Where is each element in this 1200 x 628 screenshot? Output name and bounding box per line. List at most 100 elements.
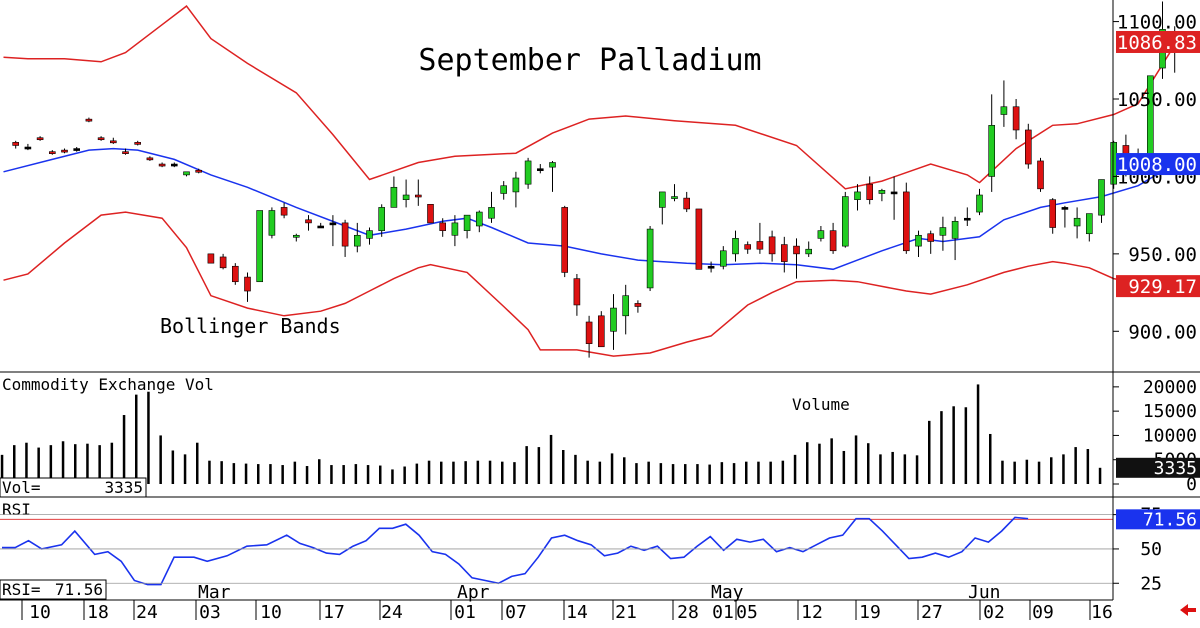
- volume-bar: [135, 395, 138, 484]
- candle-body: [342, 223, 348, 246]
- scroll-left-arrow-icon[interactable]: [1178, 600, 1198, 620]
- volume-bar: [782, 461, 785, 484]
- candle-body: [733, 238, 739, 253]
- candle-body: [306, 220, 312, 223]
- candle: [672, 184, 678, 201]
- date-tick-label: 12: [801, 602, 823, 623]
- volume-bar: [586, 461, 589, 484]
- candle-body: [586, 322, 592, 344]
- rsi-tick-label: 50: [1140, 539, 1162, 560]
- candle-body: [476, 212, 482, 226]
- volume-bar: [245, 464, 248, 484]
- date-tick-label: 10: [260, 602, 282, 623]
- candle: [13, 141, 19, 149]
- date-tick-label: 27: [921, 602, 943, 623]
- candle: [855, 184, 861, 210]
- candle: [245, 272, 251, 301]
- panel-frame: [0, 0, 1200, 600]
- volume-bar: [745, 462, 748, 484]
- candle: [769, 231, 775, 262]
- candle: [171, 162, 177, 167]
- volume-bar: [172, 450, 175, 484]
- volume-bar: [684, 464, 687, 484]
- candle-body: [110, 141, 116, 143]
- rsi-readout-label: RSI=: [2, 580, 41, 599]
- rsi-tick-label: 25: [1140, 573, 1162, 594]
- candle-body: [489, 207, 495, 218]
- candle: [647, 226, 653, 291]
- candle-body: [867, 184, 873, 199]
- candle: [37, 136, 43, 141]
- candle: [1111, 141, 1117, 189]
- candle: [550, 161, 556, 192]
- candle-body: [598, 316, 604, 347]
- candle: [281, 203, 287, 218]
- candle: [513, 172, 519, 208]
- candle-body: [464, 215, 470, 230]
- candle-body: [830, 231, 836, 251]
- candle: [684, 192, 690, 212]
- candle: [867, 176, 873, 204]
- date-tick-label: 24: [381, 602, 403, 623]
- price-badge: 1008.00: [1116, 153, 1200, 176]
- candle: [611, 294, 617, 350]
- candle-body: [659, 192, 665, 207]
- price-badge: 929.17: [1116, 275, 1200, 298]
- volume-bar: [550, 435, 553, 484]
- volume-bar: [794, 455, 797, 484]
- volume-bar: [538, 447, 541, 484]
- candle: [220, 254, 226, 269]
- candle: [232, 263, 238, 285]
- candle-body: [562, 207, 568, 272]
- candle-body: [245, 277, 251, 291]
- candle: [208, 254, 214, 263]
- candle-body: [367, 231, 373, 239]
- candle-body: [452, 223, 458, 235]
- candle: [342, 220, 348, 257]
- volume-bar: [599, 462, 602, 484]
- volume-bar: [452, 462, 455, 484]
- candle-body: [1025, 130, 1031, 164]
- volume-bar: [257, 464, 260, 484]
- candle: [415, 180, 421, 206]
- candle-body: [1111, 142, 1117, 184]
- volume-bar: [281, 465, 284, 484]
- candle-body: [891, 192, 897, 194]
- band-middle-line: [4, 149, 1175, 270]
- volume-bar: [1038, 462, 1041, 484]
- volume-bar: [306, 466, 309, 484]
- volume-label: Volume: [792, 395, 850, 414]
- volume-bar: [269, 464, 272, 484]
- volume-bar: [891, 452, 894, 484]
- candle-body: [354, 235, 360, 246]
- candle-body: [232, 266, 238, 281]
- date-tick-label: 10: [29, 602, 51, 623]
- candle-body: [684, 198, 690, 209]
- candle: [1086, 214, 1092, 242]
- volume-bar: [818, 444, 821, 484]
- price-panel: September Palladium Bollinger Bands 900.…: [4, 1, 1200, 357]
- candle: [74, 147, 80, 152]
- volume-bar: [1074, 447, 1077, 484]
- candle-body: [1099, 180, 1105, 216]
- candle: [574, 274, 580, 316]
- rsi-readout: RSI= 71.56: [0, 580, 106, 599]
- candle-body: [611, 308, 617, 331]
- volume-bar: [1099, 468, 1102, 484]
- volume-bar: [428, 461, 431, 484]
- candle-body: [818, 231, 824, 239]
- volume-bar: [952, 406, 955, 484]
- candle-body: [513, 178, 519, 192]
- candle-body: [415, 195, 421, 197]
- volume-panel: Commodity Exchange Vol Volume 0500010000…: [0, 375, 1200, 497]
- candle: [952, 217, 958, 260]
- volume-bar: [708, 465, 711, 484]
- candle-body: [501, 186, 507, 194]
- rsi-panel: RSI 25507571.56 RSI= 71.56: [0, 500, 1200, 599]
- volume-badge-label: 3335: [1154, 458, 1197, 479]
- volume-bar: [867, 443, 870, 484]
- date-tick-label: 24: [136, 602, 158, 623]
- volume-bar: [965, 407, 968, 484]
- date-tick-label: 07: [505, 602, 527, 623]
